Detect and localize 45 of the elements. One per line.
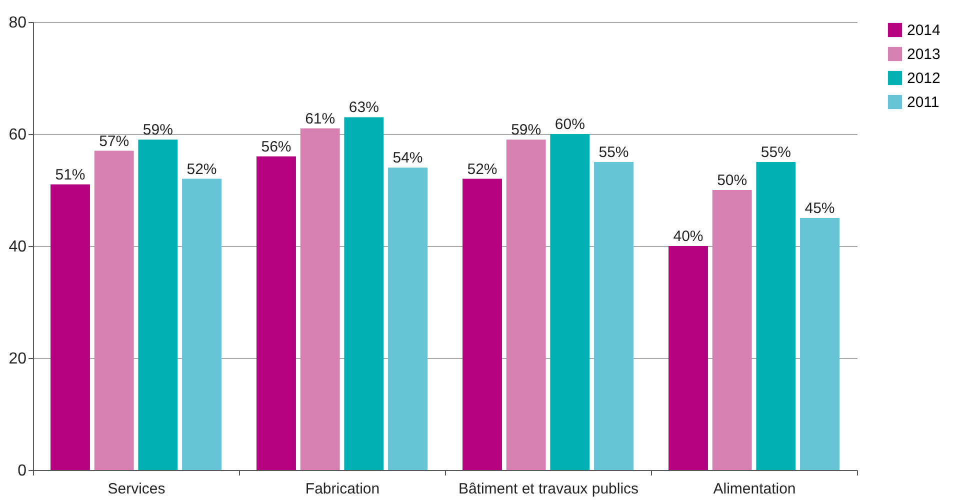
data-label: 50% — [717, 172, 748, 189]
legend-label: 2014 — [907, 22, 940, 39]
legend-label: 2013 — [907, 46, 940, 63]
x-tick-label: Alimentation — [713, 480, 796, 498]
x-tick-label: Fabrication — [305, 480, 380, 498]
x-tick-label: Bâtiment et travaux publics — [458, 480, 639, 498]
data-label: 45% — [804, 200, 835, 217]
y-tick-label: 60 — [8, 126, 27, 144]
data-label: 60% — [554, 116, 585, 133]
data-label: 52% — [186, 160, 217, 178]
bar — [388, 168, 428, 470]
bar — [550, 134, 590, 470]
y-tick-label: 20 — [8, 350, 27, 368]
data-label: 54% — [392, 150, 423, 167]
data-label: 61% — [305, 110, 336, 128]
bar — [300, 128, 340, 470]
data-label: 52% — [467, 160, 498, 178]
bar — [756, 162, 796, 470]
data-label: 59% — [142, 122, 173, 139]
data-label: 51% — [55, 166, 86, 184]
data-label: 56% — [261, 138, 292, 156]
bar — [94, 150, 134, 470]
legend-label: 2011 — [907, 94, 940, 111]
data-label: 40% — [673, 228, 704, 245]
legend-label: 2012 — [907, 70, 940, 87]
data-label: 57% — [99, 132, 130, 150]
y-tick-label: 80 — [8, 14, 27, 32]
bar — [506, 140, 546, 470]
data-label: 55% — [760, 144, 791, 161]
bar — [800, 218, 840, 470]
bar — [50, 184, 90, 470]
x-tick-label: Services — [108, 480, 166, 498]
bar — [256, 156, 296, 470]
bar — [344, 117, 384, 470]
bar — [594, 162, 634, 470]
bar — [462, 178, 502, 470]
y-tick-label: 40 — [8, 238, 27, 256]
data-label: 55% — [598, 144, 629, 161]
y-tick-label: 0 — [18, 462, 27, 480]
bar — [668, 246, 708, 470]
data-label: 63% — [348, 99, 379, 116]
bar — [712, 190, 752, 470]
bar — [138, 140, 178, 470]
bar — [182, 178, 222, 470]
data-label: 59% — [511, 122, 542, 139]
